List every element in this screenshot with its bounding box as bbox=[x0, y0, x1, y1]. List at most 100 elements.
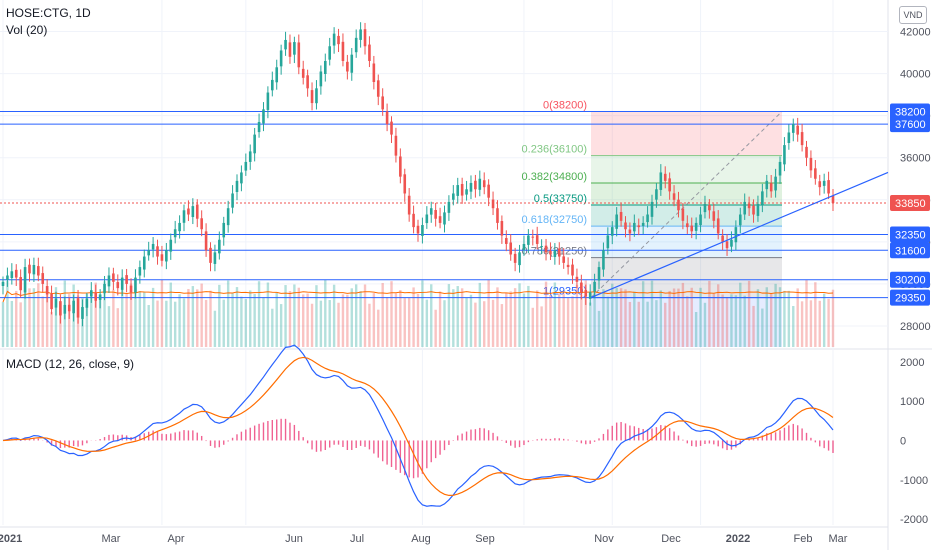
level-price-badge bbox=[890, 116, 930, 133]
volume-bar bbox=[655, 300, 658, 347]
candle-body bbox=[151, 243, 155, 250]
volume-bar bbox=[447, 284, 451, 347]
level-price-badge-text: 30200 bbox=[895, 275, 926, 287]
volume-bar bbox=[94, 282, 97, 347]
volume-bar bbox=[187, 288, 190, 347]
volume-bar bbox=[377, 309, 380, 347]
candle-body bbox=[571, 264, 574, 276]
candle-body bbox=[677, 199, 680, 211]
volume-bar bbox=[41, 296, 44, 347]
volume-bar bbox=[310, 303, 314, 347]
candle-body bbox=[253, 134, 256, 154]
macd-pane bbox=[2, 344, 834, 507]
volume-bar bbox=[266, 282, 270, 347]
candle-body bbox=[597, 267, 601, 281]
volume-bar bbox=[646, 301, 649, 347]
volume-bar bbox=[165, 300, 168, 347]
candle-body bbox=[522, 243, 526, 250]
candlesticks bbox=[1, 22, 835, 327]
fib-zone bbox=[591, 226, 782, 258]
volume-bar bbox=[686, 296, 689, 347]
candle-body bbox=[482, 180, 486, 188]
level-price-badge bbox=[890, 103, 930, 120]
price-tick-label: 40000 bbox=[900, 69, 931, 81]
candle-body bbox=[76, 298, 80, 318]
candle-body bbox=[315, 88, 318, 104]
candle-body bbox=[28, 264, 31, 274]
fib-zone bbox=[591, 182, 782, 206]
volume-bar bbox=[575, 284, 579, 347]
candle-body bbox=[469, 182, 473, 192]
candle-body bbox=[641, 222, 645, 226]
candle-body bbox=[734, 227, 738, 243]
candle-body bbox=[385, 111, 389, 125]
volume-bar bbox=[222, 299, 225, 347]
volume-bar bbox=[363, 284, 367, 347]
macd-legend: MACD (12, 26, close, 9) bbox=[6, 357, 135, 371]
candle-body bbox=[504, 238, 508, 244]
candle-body bbox=[487, 184, 490, 198]
volume-bar bbox=[800, 301, 804, 347]
candle-body bbox=[672, 193, 676, 200]
candle-body bbox=[703, 203, 707, 213]
volume-bar bbox=[182, 298, 186, 347]
volume-bar bbox=[792, 306, 795, 347]
macd-tick-label: 0 bbox=[900, 435, 906, 447]
volume-bar bbox=[677, 288, 680, 347]
candle-body bbox=[438, 216, 442, 223]
current-price-badge-text: 33850 bbox=[895, 198, 926, 210]
volume-bar bbox=[540, 306, 543, 347]
currency-badge[interactable]: VND bbox=[899, 6, 927, 24]
candle-body bbox=[297, 42, 301, 68]
candle-body bbox=[725, 241, 729, 249]
candle-body bbox=[429, 208, 433, 215]
candle-body bbox=[686, 223, 689, 228]
candle-body bbox=[381, 96, 384, 110]
volume-bar bbox=[19, 302, 22, 347]
candle-body bbox=[518, 252, 521, 266]
candle-body bbox=[275, 67, 279, 83]
volume-bar bbox=[275, 292, 278, 347]
candle-body bbox=[443, 212, 446, 225]
volume-bar bbox=[328, 300, 331, 347]
candle-body bbox=[279, 50, 283, 67]
candle-body bbox=[359, 29, 362, 40]
fibonacci-retracement: 0(38200) 0.236(36100) 0.382(34800) 0.5(3375… bbox=[522, 99, 783, 347]
volume-bar bbox=[407, 297, 411, 347]
candle-body bbox=[809, 157, 813, 171]
fib-level-label: 1(29350) bbox=[543, 286, 587, 298]
candle-body bbox=[602, 250, 605, 270]
volume-bar bbox=[125, 293, 128, 347]
volume-bar bbox=[279, 304, 283, 347]
volume-bar bbox=[421, 280, 424, 347]
volume-bar bbox=[774, 283, 777, 347]
volume-bar bbox=[196, 289, 199, 347]
volume-bar bbox=[690, 287, 693, 347]
price-axis: 2800030000320003400036000380004000042000… bbox=[890, 27, 931, 526]
candle-body bbox=[699, 214, 702, 226]
volume-bar bbox=[218, 284, 221, 347]
candle-body bbox=[694, 222, 698, 231]
candle-body bbox=[112, 273, 115, 282]
volume-bar bbox=[412, 287, 415, 347]
volume-bar bbox=[571, 296, 574, 347]
candle-body bbox=[619, 211, 623, 221]
candle-body bbox=[460, 183, 464, 196]
volume-bar bbox=[151, 287, 155, 347]
volume-bar bbox=[756, 289, 760, 347]
candle-body bbox=[116, 282, 120, 289]
volume-bar bbox=[253, 293, 256, 347]
candle-body bbox=[403, 174, 407, 194]
candle-body bbox=[822, 180, 826, 186]
volume-bar bbox=[505, 292, 508, 347]
volume-bar bbox=[416, 293, 420, 347]
level-price-badge bbox=[890, 271, 930, 288]
volume-bar bbox=[156, 300, 159, 347]
candle-body bbox=[41, 273, 45, 284]
volume-bar bbox=[213, 310, 217, 347]
candle-body bbox=[200, 218, 203, 230]
volume-bar bbox=[271, 308, 274, 347]
candle-body bbox=[138, 267, 142, 276]
candle-body bbox=[306, 75, 309, 89]
